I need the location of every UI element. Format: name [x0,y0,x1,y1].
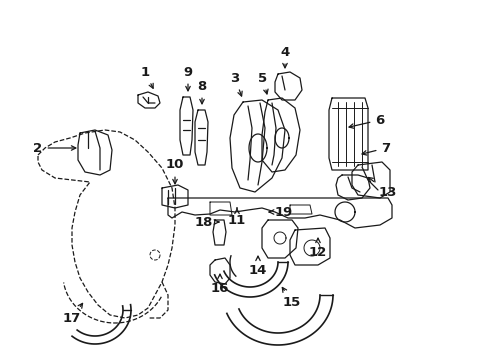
Text: 9: 9 [183,66,192,91]
Text: 8: 8 [197,80,206,104]
Text: 7: 7 [361,141,390,155]
Text: 5: 5 [258,72,267,94]
Text: 17: 17 [63,303,82,324]
Text: 11: 11 [227,208,245,226]
Text: 12: 12 [308,238,326,258]
Text: 16: 16 [210,274,229,294]
Text: 10: 10 [165,158,184,184]
Text: 14: 14 [248,256,266,276]
Text: 3: 3 [230,72,242,96]
Text: 6: 6 [348,113,384,128]
Text: 4: 4 [280,45,289,68]
Text: 13: 13 [367,177,396,198]
Text: 2: 2 [33,141,76,154]
Text: 15: 15 [282,288,301,309]
Text: 19: 19 [268,206,292,219]
Text: 18: 18 [194,216,219,229]
Text: 1: 1 [140,66,153,88]
